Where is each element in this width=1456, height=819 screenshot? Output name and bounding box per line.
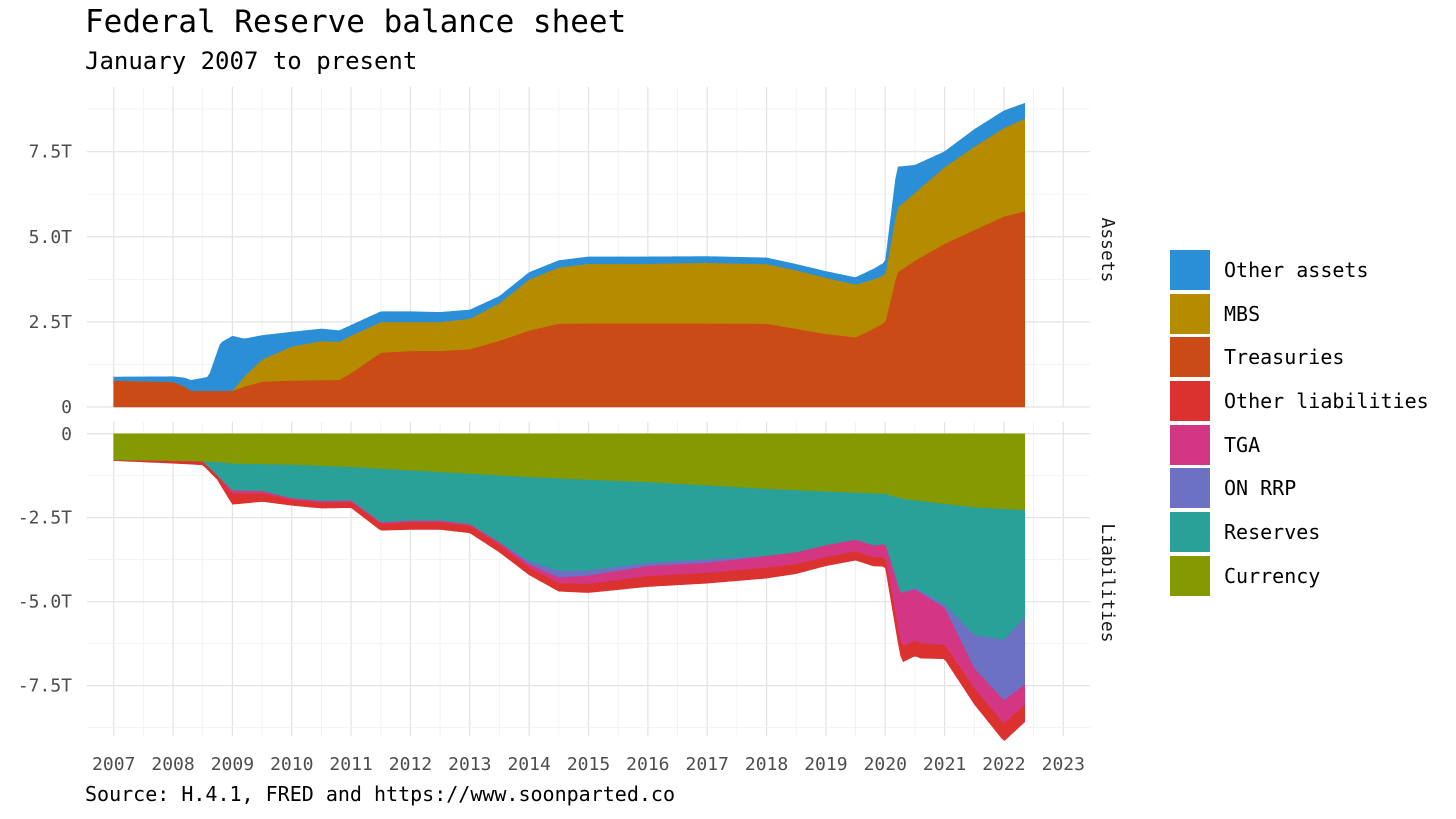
y-tick-label: -2.5T	[18, 508, 72, 529]
y-tick-label: 2.5T	[29, 312, 73, 333]
assets-panel: 7.5T 5.0T 2.5T 0 Assets	[29, 87, 1118, 418]
x-tick-label: 2016	[626, 754, 669, 775]
y-tick-label: -7.5T	[18, 676, 72, 697]
legend-label: Treasuries	[1224, 345, 1345, 370]
legend-label: ON RRP	[1224, 476, 1297, 501]
x-tick-label: 2018	[745, 754, 788, 775]
y-tick-label: -5.0T	[18, 592, 72, 613]
legend-label: Other liabilities	[1224, 388, 1429, 413]
legend-label: Other assets	[1224, 257, 1369, 282]
legend-key	[1170, 468, 1210, 509]
x-tick-label: 2022	[982, 754, 1025, 775]
x-tick-label: 2007	[92, 754, 135, 775]
legend-key	[1170, 337, 1210, 378]
legend-key	[1170, 424, 1210, 465]
legend-item: MBS	[1170, 292, 1429, 336]
legend-label: Currency	[1224, 563, 1321, 588]
y-tick-label: 0	[61, 397, 72, 418]
legend-key	[1170, 249, 1210, 290]
x-tick-label: 2011	[329, 754, 372, 775]
legend-item: Other liabilities	[1170, 379, 1429, 423]
legend-item: Currency	[1170, 554, 1429, 598]
assets-areas	[113, 102, 1026, 408]
y-tick-label: 5.0T	[29, 227, 73, 248]
x-axis-ticks: 2007 2008 2009 2010 2011 2012 2013 2014 2015 2016…	[92, 754, 1085, 775]
x-tick-label: 2012	[389, 754, 432, 775]
area-other-liabilities	[113, 460, 1026, 741]
x-tick-label: 2019	[804, 754, 847, 775]
x-tick-label: 2015	[567, 754, 610, 775]
x-tick-label: 2010	[270, 754, 313, 775]
legend-key	[1170, 511, 1210, 552]
x-tick-label: 2008	[151, 754, 194, 775]
x-tick-label: 2009	[211, 754, 254, 775]
legend-key	[1170, 555, 1210, 596]
legend-item: ON RRP	[1170, 466, 1429, 510]
x-tick-label: 2013	[448, 754, 491, 775]
x-tick-label: 2021	[923, 754, 966, 775]
chart-caption: Source: H.4.1, FRED and https://www.soon…	[85, 782, 676, 806]
liabilities-panel: 0 -2.5T -5.0T -7.5T Liabilities	[18, 422, 1118, 741]
legend-label: MBS	[1224, 301, 1261, 326]
y-tick-label: 7.5T	[29, 142, 73, 163]
liabilities-strip-label: Liabilities	[1097, 523, 1118, 642]
area-other-assets	[113, 102, 1026, 391]
assets-y-ticks: 7.5T 5.0T 2.5T 0	[29, 142, 73, 418]
legend-item: Reserves	[1170, 510, 1429, 554]
legend-item: Treasuries	[1170, 335, 1429, 379]
x-tick-label: 2017	[686, 754, 729, 775]
legend: Other assets MBS Treasuries Other liabiliti…	[1170, 248, 1429, 598]
legend-label: Reserves	[1224, 519, 1321, 544]
liabilities-areas	[113, 433, 1026, 741]
legend-label: TGA	[1224, 432, 1261, 457]
chart-subtitle: January 2007 to present	[85, 47, 418, 75]
legend-key	[1170, 293, 1210, 334]
legend-key	[1170, 380, 1210, 421]
x-tick-label: 2014	[507, 754, 550, 775]
legend-item: Other assets	[1170, 248, 1429, 292]
liabilities-y-ticks: 0 -2.5T -5.0T -7.5T	[18, 424, 72, 697]
x-tick-label: 2020	[864, 754, 907, 775]
x-tick-label: 2023	[1042, 754, 1085, 775]
y-tick-label: 0	[61, 424, 72, 445]
legend-item: TGA	[1170, 423, 1429, 467]
assets-strip-label: Assets	[1097, 217, 1118, 282]
chart-title: Federal Reserve balance sheet	[85, 4, 627, 40]
